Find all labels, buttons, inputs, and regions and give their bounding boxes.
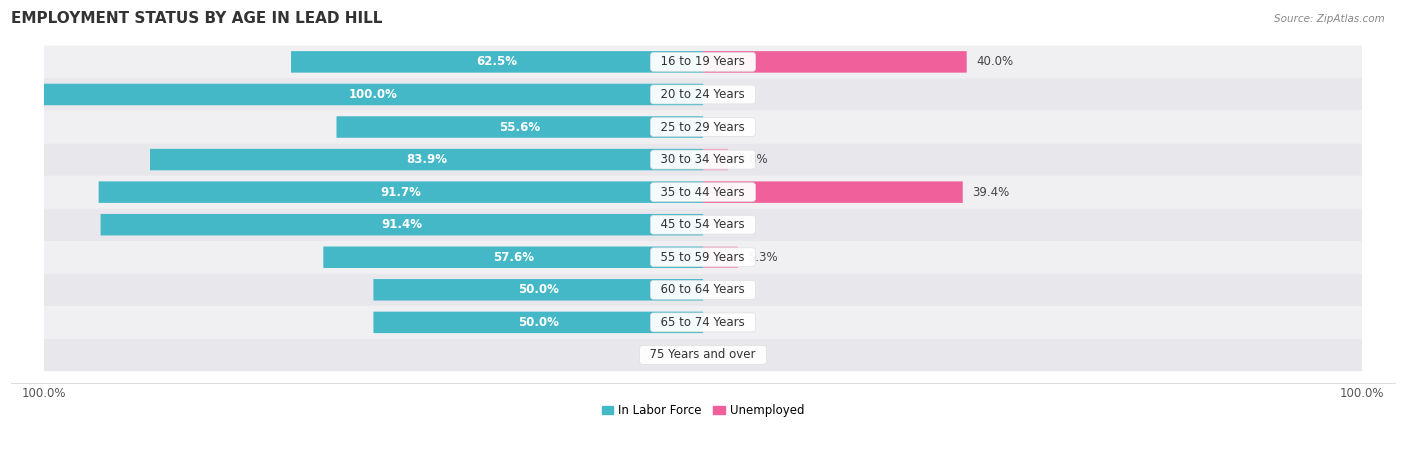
FancyBboxPatch shape — [44, 84, 703, 105]
Text: 30 to 34 Years: 30 to 34 Years — [654, 153, 752, 166]
FancyBboxPatch shape — [703, 181, 963, 203]
FancyBboxPatch shape — [703, 51, 967, 73]
FancyBboxPatch shape — [323, 247, 703, 268]
FancyBboxPatch shape — [44, 143, 1362, 176]
FancyBboxPatch shape — [44, 339, 1362, 371]
FancyBboxPatch shape — [44, 306, 1362, 339]
Text: 35 to 44 Years: 35 to 44 Years — [654, 186, 752, 198]
Text: 40.0%: 40.0% — [976, 55, 1014, 69]
Text: Source: ZipAtlas.com: Source: ZipAtlas.com — [1274, 14, 1385, 23]
Text: 50.0%: 50.0% — [517, 283, 558, 296]
FancyBboxPatch shape — [101, 214, 703, 235]
Text: 0.0%: 0.0% — [713, 218, 742, 231]
Text: 25 to 29 Years: 25 to 29 Years — [654, 120, 752, 133]
Text: 57.6%: 57.6% — [492, 251, 534, 264]
Text: 16 to 19 Years: 16 to 19 Years — [654, 55, 752, 69]
Text: 75 Years and over: 75 Years and over — [643, 349, 763, 361]
Text: 100.0%: 100.0% — [349, 88, 398, 101]
FancyBboxPatch shape — [98, 181, 703, 203]
Text: 91.7%: 91.7% — [381, 186, 422, 198]
FancyBboxPatch shape — [374, 312, 703, 333]
Text: 39.4%: 39.4% — [973, 186, 1010, 198]
Text: 45 to 54 Years: 45 to 54 Years — [654, 218, 752, 231]
FancyBboxPatch shape — [703, 247, 738, 268]
FancyBboxPatch shape — [374, 279, 703, 300]
Text: 50.0%: 50.0% — [517, 316, 558, 329]
FancyBboxPatch shape — [44, 208, 1362, 241]
FancyBboxPatch shape — [336, 116, 703, 138]
Text: 0.0%: 0.0% — [661, 349, 690, 361]
Text: 0.0%: 0.0% — [713, 120, 742, 133]
Text: 55.6%: 55.6% — [499, 120, 540, 133]
Text: 0.0%: 0.0% — [713, 88, 742, 101]
Text: 60 to 64 Years: 60 to 64 Years — [654, 283, 752, 296]
FancyBboxPatch shape — [44, 274, 1362, 306]
Text: 55 to 59 Years: 55 to 59 Years — [654, 251, 752, 264]
FancyBboxPatch shape — [44, 176, 1362, 208]
FancyBboxPatch shape — [44, 111, 1362, 143]
FancyBboxPatch shape — [44, 78, 1362, 111]
Text: 3.8%: 3.8% — [738, 153, 768, 166]
Legend: In Labor Force, Unemployed: In Labor Force, Unemployed — [598, 400, 808, 422]
Text: 0.0%: 0.0% — [713, 283, 742, 296]
FancyBboxPatch shape — [703, 149, 728, 170]
Text: 91.4%: 91.4% — [381, 218, 422, 231]
Text: 83.9%: 83.9% — [406, 153, 447, 166]
FancyBboxPatch shape — [150, 149, 703, 170]
Text: EMPLOYMENT STATUS BY AGE IN LEAD HILL: EMPLOYMENT STATUS BY AGE IN LEAD HILL — [11, 11, 382, 26]
Text: 20 to 24 Years: 20 to 24 Years — [654, 88, 752, 101]
FancyBboxPatch shape — [291, 51, 703, 73]
Text: 0.0%: 0.0% — [713, 316, 742, 329]
Text: 65 to 74 Years: 65 to 74 Years — [654, 316, 752, 329]
Text: 62.5%: 62.5% — [477, 55, 517, 69]
FancyBboxPatch shape — [44, 46, 1362, 78]
Text: 0.0%: 0.0% — [713, 349, 742, 361]
Text: 5.3%: 5.3% — [748, 251, 778, 264]
FancyBboxPatch shape — [44, 241, 1362, 274]
